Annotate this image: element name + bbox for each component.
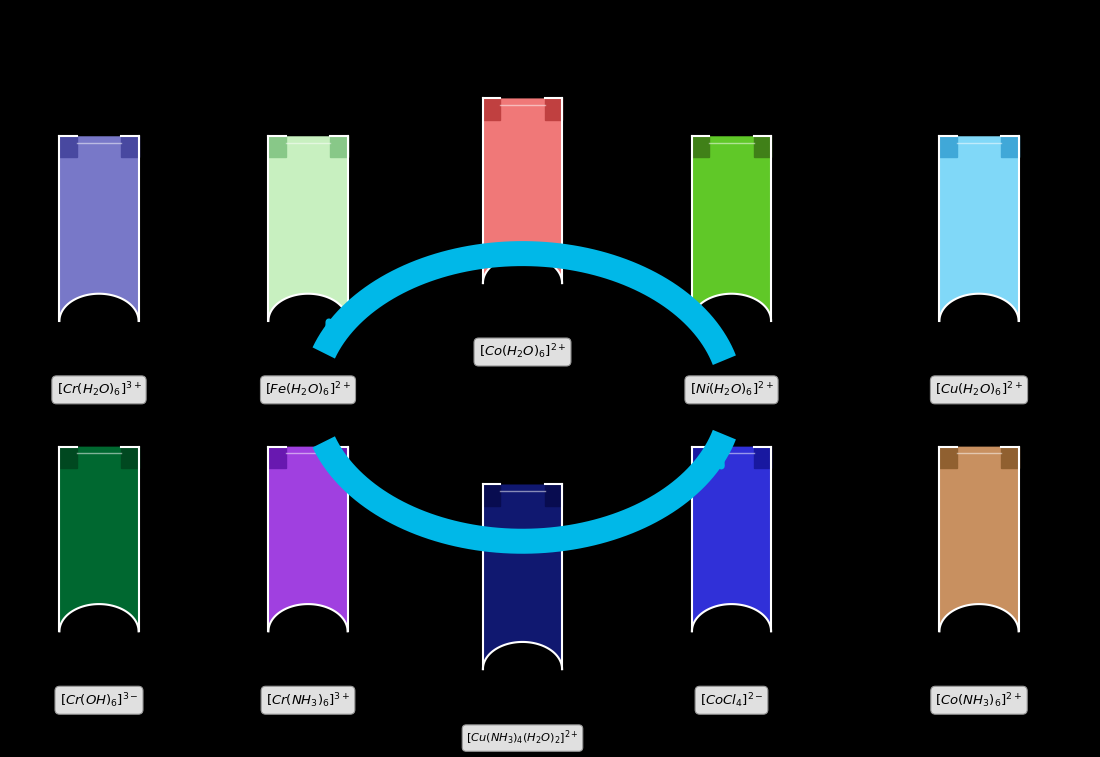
Polygon shape [939, 447, 1019, 631]
Text: $[Cr(H_2O)_6]^{3+}$: $[Cr(H_2O)_6]^{3+}$ [56, 381, 142, 399]
Polygon shape [544, 98, 562, 120]
Polygon shape [121, 136, 139, 157]
Polygon shape [268, 136, 286, 157]
Polygon shape [939, 136, 1019, 321]
Polygon shape [544, 484, 562, 506]
Polygon shape [754, 447, 771, 468]
Polygon shape [121, 447, 139, 468]
Polygon shape [59, 447, 77, 468]
Text: $[Cr(OH)_6]^{3-}$: $[Cr(OH)_6]^{3-}$ [59, 691, 139, 709]
Text: $[Co(H_2O)_6]^{2+}$: $[Co(H_2O)_6]^{2+}$ [478, 343, 566, 361]
Polygon shape [483, 98, 562, 283]
Polygon shape [330, 136, 348, 157]
Polygon shape [1001, 136, 1019, 157]
Text: $[Cu(NH_3)_4(H_2O)_2]^{2+}$: $[Cu(NH_3)_4(H_2O)_2]^{2+}$ [466, 729, 579, 747]
Polygon shape [483, 484, 500, 506]
Polygon shape [59, 447, 139, 631]
Polygon shape [330, 447, 348, 468]
Polygon shape [692, 447, 710, 468]
Polygon shape [939, 447, 957, 468]
Text: $[Ni(H_2O)_6]^{2+}$: $[Ni(H_2O)_6]^{2+}$ [690, 381, 773, 399]
Text: $[CoCl_4]^{2-}$: $[CoCl_4]^{2-}$ [700, 691, 763, 709]
Polygon shape [1001, 447, 1019, 468]
Polygon shape [692, 447, 771, 631]
Text: $[Fe(H_2O)_6]^{2+}$: $[Fe(H_2O)_6]^{2+}$ [265, 381, 351, 399]
Polygon shape [939, 136, 957, 157]
Polygon shape [692, 136, 710, 157]
Polygon shape [483, 484, 562, 669]
Polygon shape [268, 447, 348, 631]
Polygon shape [268, 136, 348, 321]
Text: $[Co(NH_3)_6]^{2+}$: $[Co(NH_3)_6]^{2+}$ [935, 691, 1023, 709]
Polygon shape [692, 136, 771, 321]
Text: $[Cu(H_2O)_6]^{2+}$: $[Cu(H_2O)_6]^{2+}$ [935, 381, 1023, 399]
Polygon shape [483, 98, 500, 120]
Polygon shape [59, 136, 139, 321]
Text: $[Cr(NH_3)_6]^{3+}$: $[Cr(NH_3)_6]^{3+}$ [266, 691, 350, 709]
Polygon shape [268, 447, 286, 468]
Polygon shape [754, 136, 771, 157]
Polygon shape [59, 136, 77, 157]
